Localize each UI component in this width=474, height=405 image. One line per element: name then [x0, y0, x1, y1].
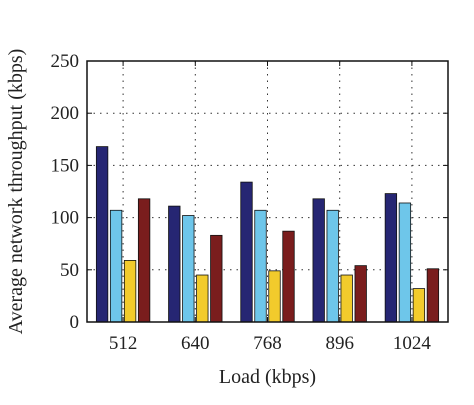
- bar-series-4-512: [137, 198, 151, 323]
- y-tick-label: 50: [60, 260, 79, 281]
- bar-series-3-896: [340, 274, 353, 323]
- bar-series-1-896: [312, 198, 325, 323]
- y-tick-label: 100: [51, 208, 80, 229]
- bar-series-3-768: [268, 270, 281, 323]
- bar-series-1-512: [95, 146, 109, 323]
- bar-series-4-896: [354, 265, 367, 323]
- bar-series-2-896: [326, 209, 339, 323]
- y-tick-label: 0: [70, 312, 80, 333]
- bar-series-4-1024: [426, 268, 440, 323]
- y-tick-labels: 0 50 100 150 200 250: [51, 51, 80, 333]
- grid-lines: [87, 61, 448, 322]
- x-tick-label: 768: [253, 333, 282, 354]
- bars: [95, 146, 440, 323]
- y-tick-label: 150: [51, 155, 80, 176]
- bar-series-4-768: [282, 230, 295, 323]
- y-axis-label: Average network throughput (kbps): [5, 49, 27, 335]
- bar-series-1-640: [168, 205, 181, 323]
- bar-series-2-768: [254, 209, 267, 323]
- bar-series-1-768: [240, 181, 253, 323]
- bar-series-2-1024: [398, 202, 412, 323]
- x-tick-label: 512: [109, 333, 138, 354]
- y-tick-label: 200: [51, 103, 80, 124]
- bar-series-2-512: [109, 209, 123, 323]
- bar-series-1-1024: [384, 193, 398, 323]
- x-tick-labels: 512 640 768 896 1024: [109, 333, 432, 354]
- axis-ticks: [87, 60, 448, 323]
- x-axis-label: Load (kbps): [219, 366, 316, 388]
- bar-series-3-640: [196, 274, 209, 323]
- x-tick-label: 640: [181, 333, 210, 354]
- bar-series-3-512: [123, 260, 137, 323]
- bar-series-3-1024: [412, 288, 426, 323]
- x-tick-label: 1024: [393, 333, 432, 354]
- bar-series-4-640: [210, 234, 223, 323]
- bar-series-2-640: [182, 215, 195, 323]
- y-tick-label: 250: [51, 51, 80, 72]
- x-tick-label: 896: [325, 333, 354, 354]
